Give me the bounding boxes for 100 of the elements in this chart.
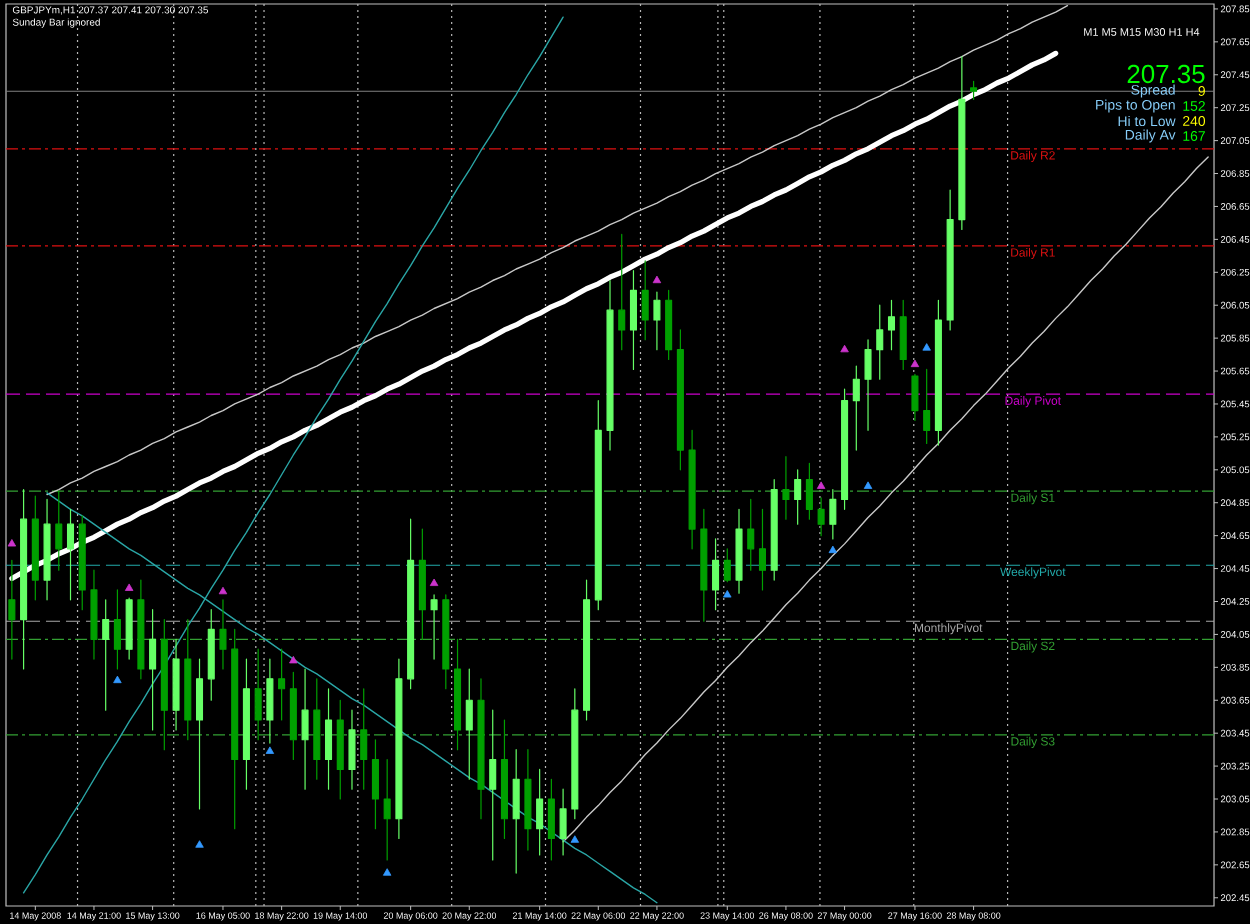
candlestick xyxy=(970,80,978,101)
candlestick xyxy=(864,339,872,431)
candlestick xyxy=(324,688,333,790)
candlestick xyxy=(500,719,508,840)
candlestick xyxy=(219,599,227,670)
point xyxy=(863,481,873,489)
candlestick xyxy=(383,758,391,861)
candlestick xyxy=(547,778,555,861)
point xyxy=(723,590,732,598)
candlestick xyxy=(477,678,485,820)
candlestick xyxy=(184,618,192,741)
annotation: 207.35 xyxy=(1127,64,1205,84)
point xyxy=(910,359,920,368)
candlestick xyxy=(231,628,239,830)
candlestick xyxy=(442,594,450,690)
candlestick xyxy=(735,508,743,594)
candlestick xyxy=(829,488,837,540)
candlestick xyxy=(594,400,602,611)
point xyxy=(113,675,122,684)
candlestick xyxy=(78,515,86,611)
candlestick xyxy=(583,579,591,721)
candlestick xyxy=(195,658,204,810)
candlestick xyxy=(149,609,157,731)
candlestick xyxy=(700,508,708,622)
candlestick xyxy=(770,479,778,581)
candlestick xyxy=(852,365,860,451)
point xyxy=(840,344,849,353)
point xyxy=(124,583,134,591)
candlestick xyxy=(301,668,309,790)
candlestick xyxy=(160,618,168,751)
candlestick xyxy=(676,329,684,471)
candlestick xyxy=(559,788,567,856)
point xyxy=(429,578,439,586)
candlestick xyxy=(653,291,661,351)
candlestick xyxy=(172,638,180,731)
point xyxy=(195,840,204,848)
candlestick xyxy=(430,594,438,660)
candlestick xyxy=(899,299,907,370)
candlestick xyxy=(336,699,344,800)
candlestick xyxy=(489,709,497,861)
candlestick xyxy=(137,579,145,680)
point xyxy=(652,275,662,284)
candlestick xyxy=(278,648,286,721)
candlestick xyxy=(758,508,767,591)
candlestick xyxy=(43,498,51,601)
candlestick xyxy=(782,456,790,520)
candlestick xyxy=(958,56,966,231)
candlestick xyxy=(571,688,579,820)
candlestick xyxy=(712,538,720,611)
candlestick xyxy=(66,508,75,601)
candlestick xyxy=(55,490,63,571)
candlestick xyxy=(371,739,379,830)
candlestick xyxy=(688,429,696,550)
candlestick xyxy=(242,658,250,790)
candlestick xyxy=(348,709,356,790)
candlestick xyxy=(313,678,321,780)
candlestick xyxy=(887,299,896,351)
candlestick xyxy=(606,279,614,451)
candlestick xyxy=(524,749,532,851)
candlestick xyxy=(536,768,544,856)
candlestick xyxy=(934,299,942,446)
candlestick xyxy=(20,488,28,670)
candlestick xyxy=(113,589,121,670)
candlestick xyxy=(629,270,637,370)
candlestick xyxy=(512,749,520,874)
candlestick xyxy=(665,289,673,361)
candlestick xyxy=(102,599,110,711)
candlestick xyxy=(876,304,884,380)
point xyxy=(816,481,826,489)
candlestick xyxy=(841,388,849,510)
point xyxy=(265,746,275,754)
point xyxy=(218,586,228,595)
candlestick xyxy=(618,233,626,351)
candlestick xyxy=(8,559,16,660)
point xyxy=(7,539,17,547)
candlestick xyxy=(407,518,415,690)
candlestick xyxy=(254,648,262,741)
candlestick xyxy=(207,609,215,701)
candlestick xyxy=(805,462,813,520)
candlestick xyxy=(817,497,825,537)
point xyxy=(922,343,931,351)
candlestick xyxy=(465,668,473,780)
candlestick xyxy=(723,548,731,583)
candlestick xyxy=(794,469,802,525)
candlestick xyxy=(395,658,403,840)
candlestick xyxy=(923,368,931,445)
candlestick xyxy=(747,498,755,571)
candlestick xyxy=(90,569,98,660)
candlestick xyxy=(454,638,462,751)
candlestick xyxy=(641,260,649,341)
candlestick xyxy=(911,373,919,422)
candlestick xyxy=(418,528,426,640)
point xyxy=(570,835,580,843)
candlestick xyxy=(360,688,368,790)
candlestick xyxy=(289,671,297,761)
point xyxy=(828,545,838,554)
point xyxy=(382,868,392,876)
candlestick xyxy=(125,597,133,660)
point xyxy=(289,655,298,664)
candlestick xyxy=(31,495,39,601)
